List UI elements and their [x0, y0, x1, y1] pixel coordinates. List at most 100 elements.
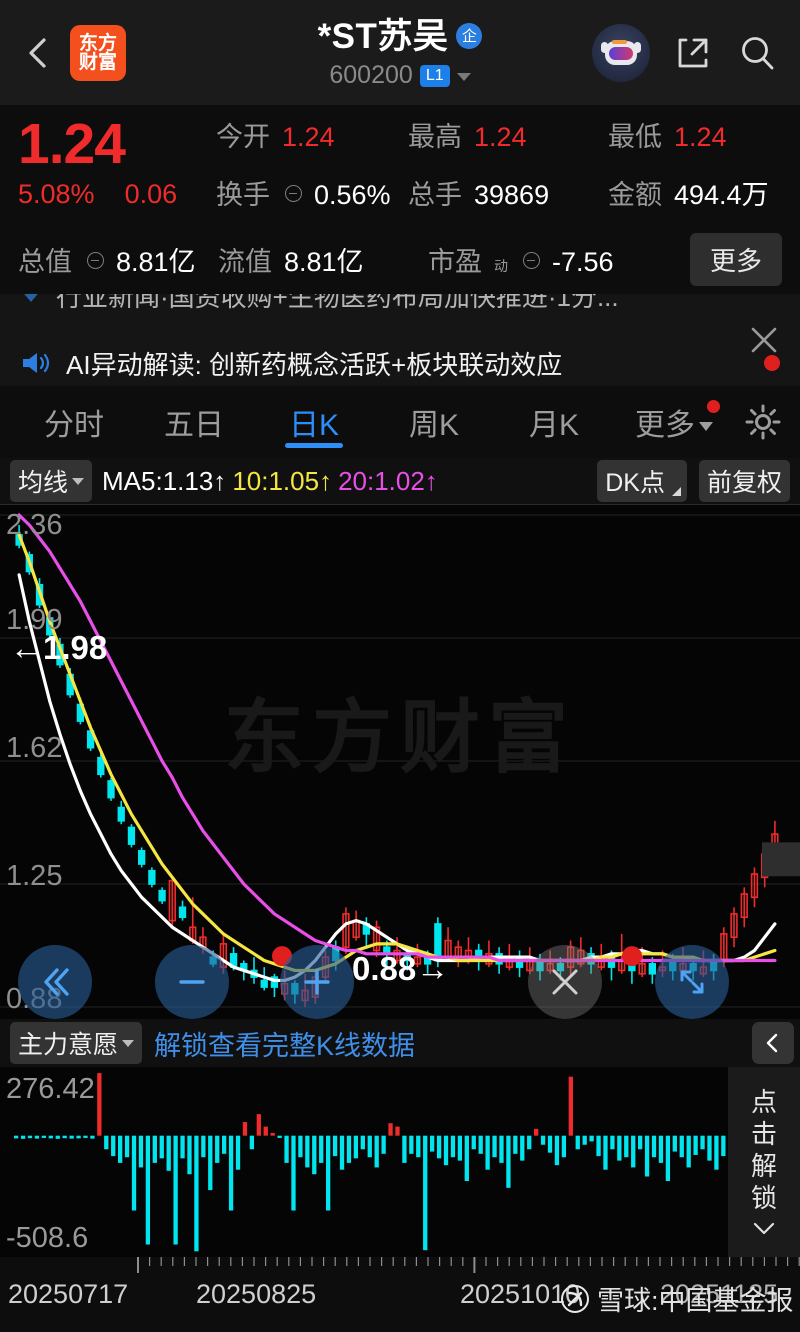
tab-more[interactable]: 更多	[614, 386, 734, 458]
tab-label: 月K	[528, 409, 579, 442]
unlock-kline-link[interactable]: 解锁查看完整K线数据	[154, 1030, 416, 1061]
x-axis-ticks	[137, 1257, 800, 1273]
news-partial-text: 行业新闻·国资收购+生物医药布局加快推进·1分...	[56, 294, 619, 312]
info-icon[interactable]	[87, 252, 104, 269]
stock-code: 600200	[329, 61, 413, 89]
field-value-marketcap: 8.81亿	[116, 247, 196, 277]
info-icon[interactable]	[523, 252, 540, 269]
ma-indicator-bar: 均线 MA5:1.13↑ 10:1.05↑ 20:1.02↑ DK点 前复权	[0, 458, 800, 504]
xueqiu-watermark-text: 雪球:中国基金报	[597, 1286, 794, 1316]
chart-period-tabs: 分时 五日 日K 周K 月K 更多	[0, 386, 800, 458]
robot-avatar-icon[interactable]	[592, 23, 650, 82]
change-percent: 5.08%	[18, 178, 95, 209]
indicator-max-label: 276.42	[6, 1073, 95, 1105]
indicator-canvas	[14, 1073, 740, 1252]
chevron-down-icon[interactable]	[456, 73, 471, 81]
indicator-chart[interactable]: 276.42 -508.6 点 击 解 锁	[0, 1067, 800, 1257]
field-label-floatcap: 流值	[218, 247, 272, 277]
tab-label: 分时	[44, 409, 104, 442]
y-axis-label-1: 1.99	[6, 604, 63, 636]
field-label-high: 最高	[408, 122, 462, 152]
ma5-value: MA5:1.13↑	[102, 465, 227, 496]
search-icon[interactable]	[736, 32, 778, 74]
y-axis-label-2: 1.62	[6, 732, 63, 764]
chevron-down-icon	[122, 1039, 135, 1047]
tab-label: 五日	[164, 409, 224, 442]
app-header: 东方 财富 *ST苏吴 企 600200 L1	[0, 0, 800, 105]
more-button[interactable]: 更多	[689, 233, 782, 286]
tab-minute[interactable]: 分时	[14, 386, 134, 458]
indicator-dropdown[interactable]: 主力意愿	[10, 1022, 143, 1064]
gear-icon[interactable]	[740, 399, 786, 445]
close-icon[interactable]	[746, 322, 782, 358]
change-value: 0.06	[124, 178, 178, 209]
fullscreen-icon[interactable]	[655, 945, 729, 1019]
chevron-down-icon	[753, 1222, 775, 1236]
tab-monthly-k[interactable]: 月K	[494, 386, 614, 458]
chevron-down-icon	[699, 421, 713, 431]
field-value-high: 1.24	[474, 122, 527, 152]
back-chevron-icon[interactable]	[22, 36, 56, 70]
unlock-side-panel[interactable]: 点 击 解 锁	[728, 1067, 800, 1257]
unlock-char-1: 击	[750, 1119, 777, 1150]
field-label-marketcap: 总值	[18, 247, 72, 277]
field-label-volume: 总手	[408, 180, 462, 210]
tab-weekly-k[interactable]: 周K	[374, 386, 494, 458]
share-icon[interactable]	[672, 32, 714, 74]
crosshair-icon[interactable]	[528, 945, 602, 1019]
brand-logo-line2: 财富	[78, 51, 117, 73]
tab-label: 更多	[635, 409, 695, 442]
ma20-value: 20:1.02↑	[338, 465, 438, 496]
field-value-low: 1.24	[674, 122, 727, 152]
field-value-pe: -7.56	[552, 247, 614, 277]
news-item-ai[interactable]: AI异动解读: 创新药概念活跃+板块联动效应	[0, 340, 800, 386]
triangle-icon	[20, 294, 42, 302]
unlock-char-3: 锁	[750, 1182, 777, 1213]
tab-label: 日K	[288, 409, 339, 442]
x-axis: 20250717 20250825 20251010 20251125 雪球:中…	[0, 1257, 800, 1332]
chevron-down-icon	[72, 477, 85, 485]
kline-canvas	[0, 513, 800, 1008]
tab-five-day[interactable]: 五日	[134, 386, 254, 458]
adjust-label: 前复权	[706, 469, 782, 497]
field-value-volume: 39869	[474, 180, 550, 210]
field-value-floatcap: 8.81亿	[284, 247, 364, 277]
brand-logo[interactable]: 东方 财富	[70, 24, 126, 81]
indicator-label: 主力意愿	[18, 1031, 119, 1059]
xueqiu-watermark: 雪球:中国基金报	[560, 1279, 794, 1318]
chart-watermark: 东方财富	[224, 693, 576, 783]
ma10-value: 10:1.05↑	[232, 465, 333, 496]
last-price: 1.24	[18, 112, 126, 176]
field-value-amount: 494.4万	[674, 180, 769, 210]
news-banner-area: 行业新闻·国资收购+生物医药布局加快推进·1分... AI异动解读: 创新药概念…	[0, 294, 800, 386]
zoom-in-icon[interactable]	[280, 945, 354, 1019]
tab-label: 周K	[408, 409, 459, 442]
field-label-low: 最低	[608, 122, 662, 152]
field-value-open: 1.24	[282, 122, 335, 152]
ma-dropdown[interactable]: 均线	[10, 460, 93, 502]
dk-point-button[interactable]: DK点	[597, 460, 687, 502]
brand-logo-line1: 东方	[78, 32, 117, 54]
stock-name: *ST苏吴	[317, 17, 449, 56]
tab-daily-k[interactable]: 日K	[254, 386, 374, 458]
field-value-turnover: 0.56%	[314, 180, 391, 210]
kline-chart[interactable]: 东方财富 2.36 1.99 1.62 1.25 0.88 ←1.98 0.88…	[0, 504, 800, 1019]
pe-superscript: 动	[494, 258, 508, 274]
unlock-char-0: 点	[750, 1087, 777, 1118]
zoom-out-icon[interactable]	[155, 945, 229, 1019]
news-item-partial[interactable]: 行业新闻·国资收购+生物医药布局加快推进·1分...	[0, 294, 800, 318]
chevron-left-icon[interactable]	[752, 1022, 794, 1064]
new-badge-dot	[707, 400, 720, 413]
field-label-open: 今开	[216, 122, 270, 152]
double-chevron-left-icon[interactable]	[18, 945, 92, 1019]
field-label-pe: 市盈	[428, 247, 482, 277]
adjust-mode-button[interactable]: 前复权	[698, 460, 790, 502]
xueqiu-logo-icon	[560, 1284, 590, 1314]
field-label-amount: 金额	[608, 180, 662, 210]
dk-label: DK点	[605, 469, 665, 497]
y-axis-label-0: 2.36	[6, 509, 63, 541]
indicator-header: 主力意愿 解锁查看完整K线数据	[0, 1019, 800, 1067]
info-icon[interactable]	[285, 185, 302, 202]
low-price-marker: 0.88→	[352, 950, 450, 987]
unlock-char-2: 解	[750, 1151, 777, 1181]
